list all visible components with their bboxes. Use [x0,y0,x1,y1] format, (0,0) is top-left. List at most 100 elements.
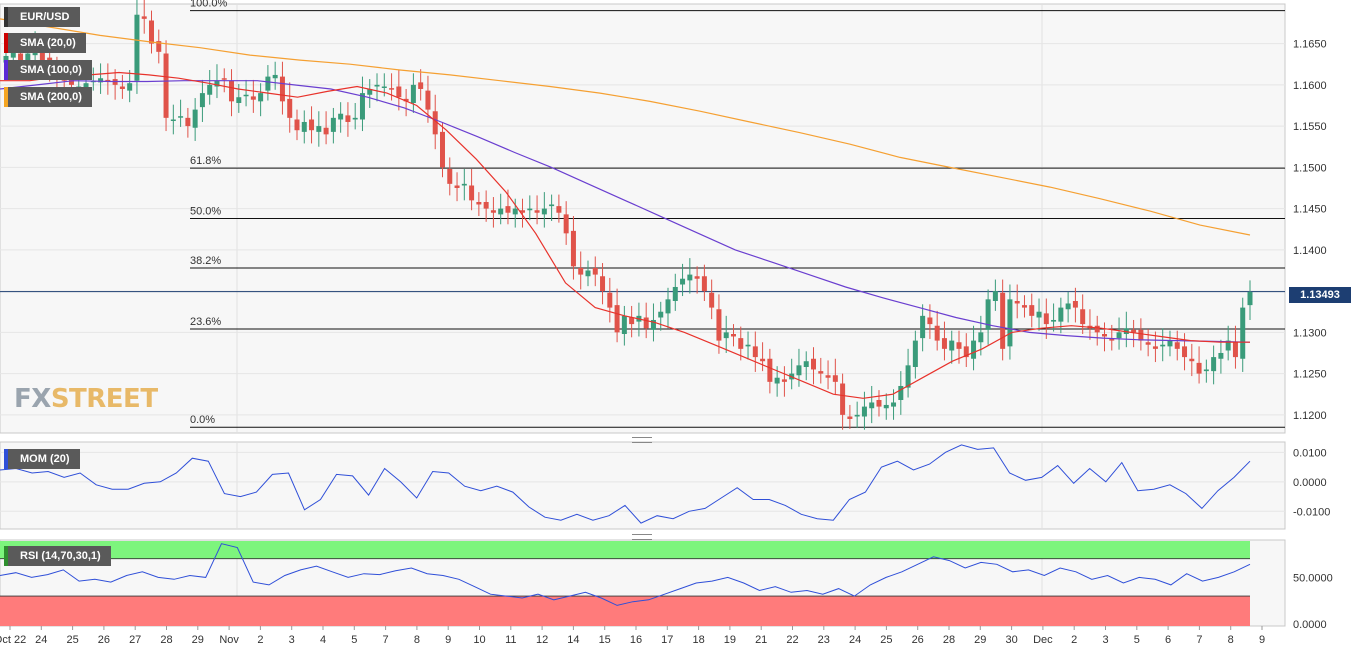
candle-body [1240,307,1246,359]
candle-body [287,98,293,118]
candle-body [265,76,271,91]
candle-body [854,414,860,417]
x-axis-tick-label: 19 [724,634,736,646]
candle-body [745,344,751,347]
candle-body [1152,346,1158,349]
mom-axis-tick-label: 0.0000 [1293,477,1327,489]
candle-body [272,74,278,79]
y-axis-tick-label: 1.1650 [1293,39,1327,51]
x-axis-tick-label: 14 [567,634,579,646]
candle-body [549,204,555,207]
x-axis-tick-label: 29 [974,634,986,646]
x-axis-tick-label: 3 [289,634,295,646]
x-axis-tick-label: 8 [1228,634,1234,646]
candle-body [1167,340,1173,347]
x-axis-tick-label: 24 [849,634,861,646]
candle-body [614,305,620,333]
candle-body [730,334,736,337]
candle-body [1189,358,1195,362]
y-axis-tick-label: 1.1300 [1293,327,1327,339]
candle-body [621,315,627,334]
candle-body [723,332,729,339]
candle-body [832,375,838,382]
candle-body [512,208,518,215]
candle-body [1036,311,1042,318]
candle-body [98,78,104,83]
candle-body [148,20,154,44]
candle-body [585,270,591,277]
x-axis-tick-label: 30 [1005,634,1017,646]
fibonacci-level-label: 0.0% [190,414,215,426]
x-axis-tick-label: 5 [351,634,357,646]
candle-body [716,309,722,341]
pane-splitter-handle[interactable] [632,437,652,443]
legend-sma200[interactable]: SMA (200,0) [4,87,92,107]
candle-body [1232,342,1238,358]
candle-body [680,278,686,285]
candle-body [520,210,526,213]
candle-body [978,332,984,343]
candle-body [374,84,380,87]
candle-body [869,402,875,409]
candle-body [1123,328,1129,334]
candle-body [883,404,889,409]
fibonacci-level-label: 100.0% [190,0,228,10]
candle-body [534,210,540,213]
candle-body [134,14,140,81]
fibonacci-level-label: 38.2% [190,255,221,267]
x-axis-tick-label: 18 [692,634,704,646]
candle-body [527,208,533,211]
x-axis-tick-label: 17 [661,634,673,646]
pane-splitter-handle[interactable] [632,534,652,540]
candle-body [476,202,482,205]
candle-body [338,113,344,120]
candle-body [709,292,715,308]
x-axis-tick-label: 5 [1134,634,1140,646]
candle-body [701,276,707,292]
rsi-axis-tick-label: 50.0000 [1293,572,1333,584]
candle-body [905,365,911,388]
legend-rsi[interactable]: RSI (14,70,30,1) [4,546,111,566]
candle-body [214,80,220,87]
candle-body [199,93,205,108]
legend-eurusd[interactable]: EUR/USD [4,7,80,27]
candle-body [425,90,431,110]
candle-body [774,377,780,384]
candle-body [672,286,678,301]
candle-body [1072,301,1078,308]
candle-body [1094,325,1100,333]
candle-body [643,317,649,329]
candle-body [367,88,373,95]
x-axis-tick-label: 28 [943,634,955,646]
fxstreet-logo: FXSTREET [14,384,158,414]
candle-body [941,338,947,349]
x-axis-tick-label: Oct 22 [0,634,26,646]
candle-body [1196,362,1202,374]
candle-body [178,116,184,118]
candle-body [1000,292,1006,349]
y-axis-tick-label: 1.1450 [1293,204,1327,216]
candle-body [309,119,315,131]
candle-body [1080,309,1086,325]
mom-pane-bg [0,441,1286,530]
legend-sma20[interactable]: SMA (20,0) [4,33,86,53]
rsi-overbought-band [0,541,1250,559]
x-axis-tick-label: 10 [473,634,485,646]
fibonacci-level-label: 50.0% [190,206,221,218]
candle-body [505,206,511,213]
candle-body [454,185,460,188]
candle-body [1109,338,1115,341]
x-axis-tick-label: 6 [1165,634,1171,646]
candle-body [840,383,846,415]
candle-body [1007,299,1013,347]
legend-sma100[interactable]: SMA (100,0) [4,60,92,80]
candle-body [992,291,998,301]
candle-body [570,230,576,267]
candle-body [1065,303,1071,310]
candle-body [68,78,74,85]
x-axis-tick-label: Nov [219,634,239,646]
x-axis-tick-label: 22 [786,634,798,646]
rsi-axis-tick-label: 0.0000 [1293,619,1327,631]
legend-mom[interactable]: MOM (20) [4,449,80,469]
candle-body [665,299,671,314]
